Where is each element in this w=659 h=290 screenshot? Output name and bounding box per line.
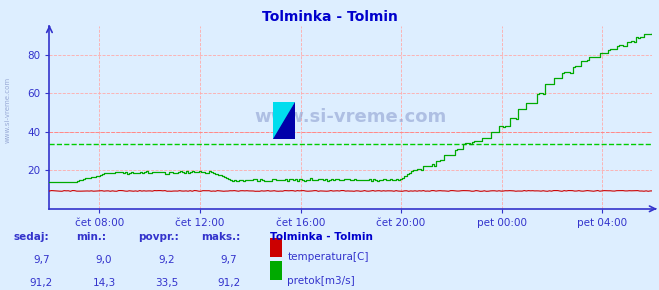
Text: pretok[m3/s]: pretok[m3/s]	[287, 276, 355, 285]
Text: www.si-vreme.com: www.si-vreme.com	[255, 108, 447, 126]
Text: 14,3: 14,3	[92, 278, 115, 288]
Text: 9,2: 9,2	[158, 255, 175, 265]
Text: www.si-vreme.com: www.si-vreme.com	[5, 77, 11, 143]
Text: 9,7: 9,7	[221, 255, 237, 265]
Text: 33,5: 33,5	[155, 278, 178, 288]
Text: sedaj:: sedaj:	[13, 232, 49, 242]
Text: maks.:: maks.:	[201, 232, 241, 242]
Text: 9,0: 9,0	[96, 255, 112, 265]
Text: 9,7: 9,7	[33, 255, 49, 265]
Text: Tolminka - Tolmin: Tolminka - Tolmin	[262, 10, 397, 24]
Polygon shape	[273, 102, 295, 139]
Text: min.:: min.:	[76, 232, 106, 242]
Text: povpr.:: povpr.:	[138, 232, 179, 242]
Text: Tolminka - Tolmin: Tolminka - Tolmin	[270, 232, 373, 242]
Polygon shape	[273, 102, 295, 139]
Text: 91,2: 91,2	[30, 278, 53, 288]
Text: 91,2: 91,2	[217, 278, 241, 288]
Text: temperatura[C]: temperatura[C]	[287, 252, 369, 262]
